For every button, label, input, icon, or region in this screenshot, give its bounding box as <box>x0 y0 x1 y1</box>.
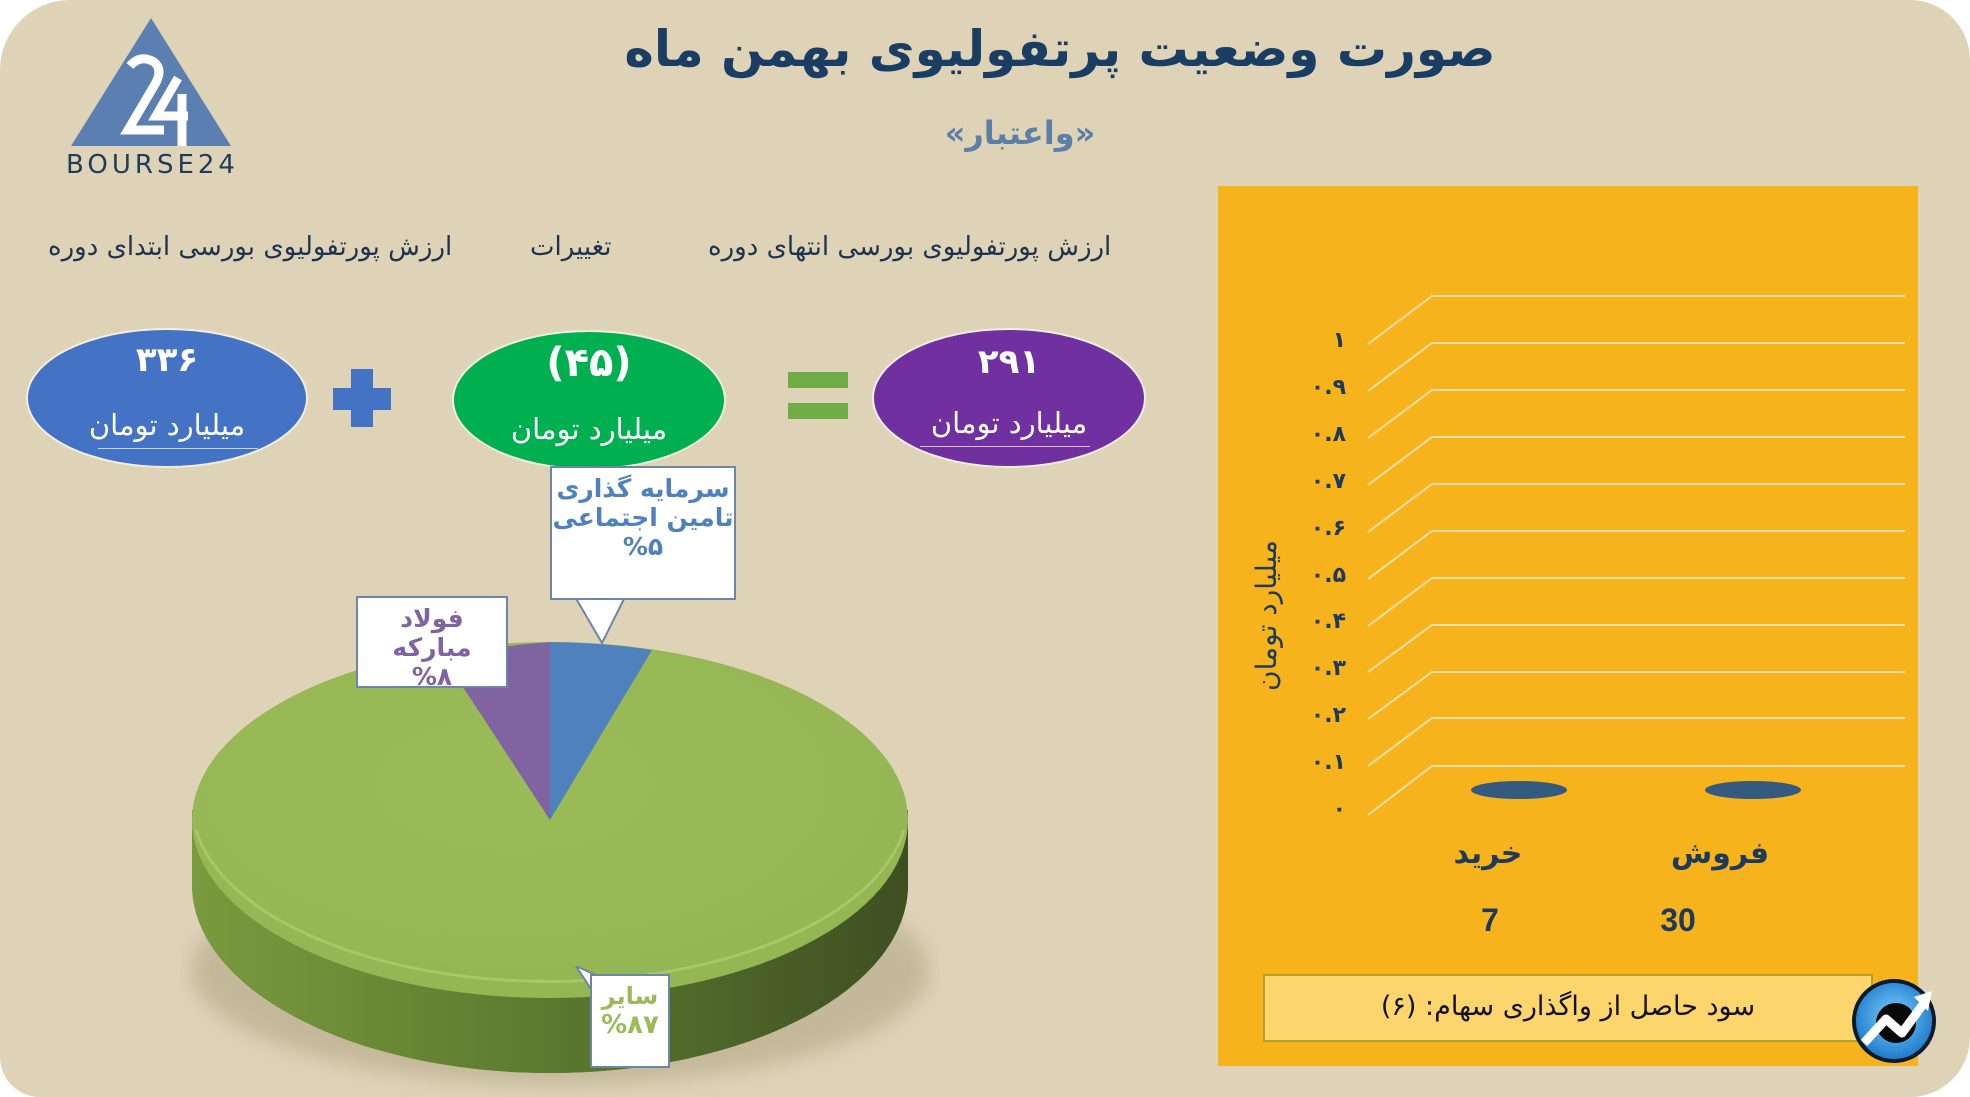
underline <box>920 446 1090 447</box>
changes-value: (۴۵) <box>546 340 632 386</box>
y-tick: ۰.۸ <box>1310 422 1346 447</box>
callout-other-line1: سایر <box>601 982 659 1010</box>
callout-tamin-line1: سرمایه گذاری <box>556 474 730 503</box>
y-tick: ۰.۹ <box>1310 375 1346 400</box>
start-value-unit: میلیارد تومان <box>88 408 246 442</box>
y-tick: ۰.۱ <box>1310 750 1346 775</box>
profit-from-disposal: سود حاصل از واگذاری سهام: (۶) <box>1263 974 1873 1042</box>
callout-other: سایر %۸۷ <box>590 974 670 1068</box>
callout-foolad: فولاد مبارکه %۸ <box>356 596 508 691</box>
y-tick: ۰.۶ <box>1310 516 1346 541</box>
portfolio-pie-chart <box>190 642 930 1085</box>
callout-tamin: سرمایه گذاری تامین اجتماعی %۵ <box>550 466 736 600</box>
callout-foolad-pct: %۸ <box>411 662 453 691</box>
equals-icon-lower <box>788 403 848 419</box>
bar-buy <box>1471 781 1567 799</box>
callout-foolad-line1: فولاد مبارکه <box>392 604 472 662</box>
count-buy: 7 <box>1481 902 1499 938</box>
y-tick: ۰ <box>1332 797 1346 822</box>
changes-unit: میلیارد تومان <box>510 412 668 446</box>
label-changes: تغییرات <box>530 232 612 262</box>
changes-ellipse: (۴۵) میلیارد تومان <box>452 330 726 470</box>
page-title: صورت وضعیت پرتفولیوی بهمن ماه <box>624 20 1496 78</box>
start-value-ellipse: ۳۳۶ میلیارد تومان <box>26 328 308 468</box>
y-tick: ۰.۷ <box>1310 469 1346 494</box>
y-tick: ۰.۴ <box>1310 609 1346 634</box>
y-tick: ۱ <box>1332 328 1346 353</box>
callout-tamin-line2: تامین اجتماعی <box>552 503 734 532</box>
underline <box>98 448 258 449</box>
callout-other-pct: %۸۷ <box>601 1010 659 1040</box>
end-value: ۲۹۱ <box>977 342 1041 382</box>
bourse24-logo-icon <box>71 18 231 146</box>
y-tick: ۰.۳ <box>1310 656 1346 681</box>
start-value: ۳۳۶ <box>135 340 199 380</box>
equals-icon <box>788 372 848 388</box>
label-end-value: ارزش پورتفولیوی بورسی انتهای دوره <box>708 232 1112 262</box>
page-subtitle: «واعتبار» <box>944 114 1096 152</box>
end-value-unit: میلیارد تومان <box>930 406 1088 440</box>
category-buy: خرید <box>1453 836 1523 871</box>
pie-slice-tamin <box>550 642 652 820</box>
bar-sell <box>1705 781 1801 799</box>
count-sell: 30 <box>1660 902 1696 938</box>
trend-up-icon <box>1852 979 1936 1063</box>
y-axis-label: میلیارد تومان <box>1250 540 1283 691</box>
plus-icon-vertical <box>351 369 373 427</box>
callout-tamin-pct: %۵ <box>622 532 664 561</box>
y-tick: ۰.۵ <box>1310 563 1346 588</box>
label-start-value: ارزش پورتفولیوی بورسی ابتدای دوره <box>48 232 453 262</box>
logo-wordmark: BOURSE24 <box>66 150 239 180</box>
end-value-ellipse: ۲۹۱ میلیارد تومان <box>872 328 1146 468</box>
y-tick: ۰.۲ <box>1310 703 1346 728</box>
category-sell: فروش <box>1670 836 1770 871</box>
